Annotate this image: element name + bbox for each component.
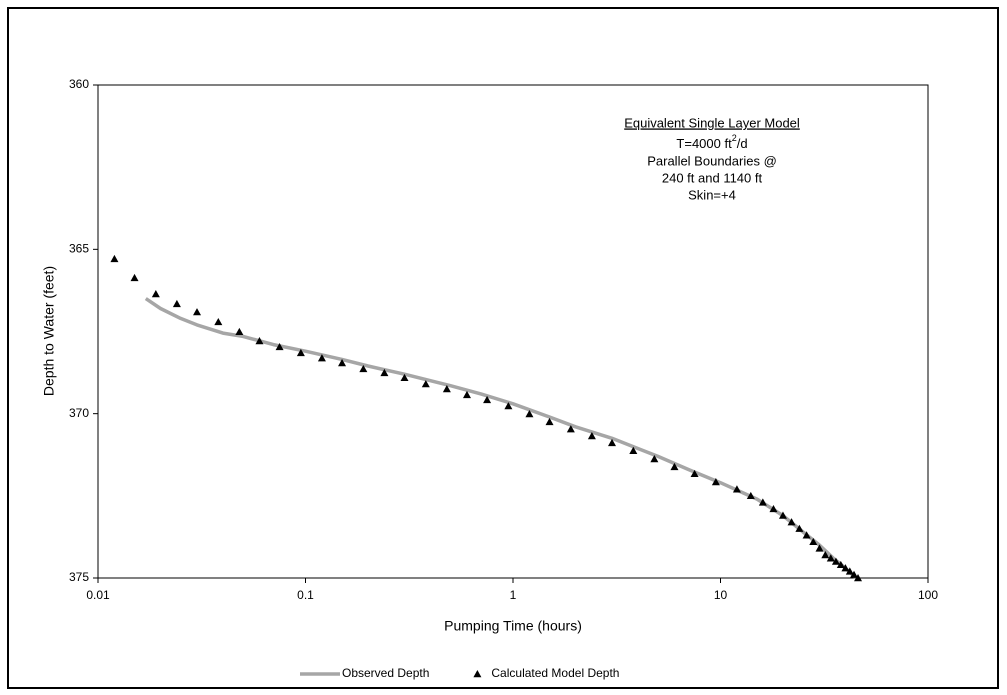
model-point — [235, 327, 244, 336]
x-tick-label: 1 — [510, 588, 517, 602]
x-tick-label: 100 — [918, 588, 938, 602]
model-point — [778, 511, 787, 519]
model-point — [275, 342, 284, 351]
model-point — [483, 395, 492, 404]
model-point — [172, 299, 181, 308]
model-point — [255, 337, 264, 345]
model-point — [442, 385, 451, 393]
model-point — [317, 354, 326, 362]
model-point — [110, 254, 119, 263]
model-point — [359, 364, 368, 373]
model-point — [845, 567, 854, 575]
annotation-formula: T=4000 ft2/d — [676, 133, 747, 151]
model-point — [214, 317, 223, 326]
formula-sup: 2 — [732, 133, 737, 143]
model-point — [400, 373, 409, 382]
legend-label: Observed Depth — [342, 666, 429, 680]
model-point — [836, 560, 845, 569]
model-point — [629, 446, 638, 455]
formula-text: T=4000 ft — [676, 136, 732, 151]
annotation-heading: Equivalent Single Layer Model — [624, 115, 800, 130]
model-point — [587, 432, 596, 440]
model-point — [462, 390, 471, 399]
model-point — [821, 550, 830, 559]
model-point — [826, 554, 835, 562]
model-point — [802, 531, 811, 539]
y-tick-label: 370 — [69, 406, 89, 420]
model-point — [711, 478, 720, 486]
model-point — [815, 544, 824, 552]
model-point — [850, 570, 859, 578]
model-point — [545, 417, 554, 426]
model-point — [608, 438, 617, 447]
x-tick-label: 0.1 — [297, 588, 314, 602]
x-tick-label: 0.01 — [86, 588, 110, 602]
model-point — [504, 402, 513, 410]
model-point — [809, 537, 818, 546]
y-axis-label: Depth to Water (feet) — [41, 266, 57, 396]
y-tick-label: 360 — [69, 77, 89, 91]
model-point — [566, 425, 575, 433]
model-point — [758, 498, 767, 506]
legend-swatch — [473, 670, 482, 678]
model-point — [193, 308, 202, 316]
model-point — [769, 504, 778, 513]
annotation-line: 240 ft and 1140 ft — [662, 170, 763, 185]
annotation-line: Parallel Boundaries @ — [647, 153, 777, 168]
model-point — [795, 524, 804, 532]
model-point — [525, 409, 534, 418]
chart-border — [7, 7, 999, 689]
x-tick-label: 10 — [714, 588, 728, 602]
model-point — [690, 469, 699, 478]
y-tick-label: 365 — [69, 242, 89, 256]
model-point — [787, 518, 796, 526]
model-point — [296, 348, 305, 357]
y-tick-label: 375 — [69, 570, 89, 584]
model-point — [831, 557, 840, 565]
formula-text: /d — [737, 136, 748, 151]
annotation-line: Skin=+4 — [688, 187, 736, 202]
model-point — [151, 290, 160, 298]
model-point — [746, 491, 755, 500]
model-point — [380, 368, 389, 377]
model-point — [421, 380, 430, 388]
model-point — [338, 359, 347, 367]
x-axis-label: Pumping Time (hours) — [444, 618, 582, 634]
model-point — [854, 574, 863, 582]
model-point — [732, 485, 741, 493]
model-point — [650, 455, 659, 463]
legend-label: Calculated Model Depth — [491, 666, 619, 680]
model-point — [841, 564, 850, 572]
observed-line — [144, 297, 858, 580]
model-point — [130, 273, 139, 282]
model-point — [670, 462, 679, 471]
